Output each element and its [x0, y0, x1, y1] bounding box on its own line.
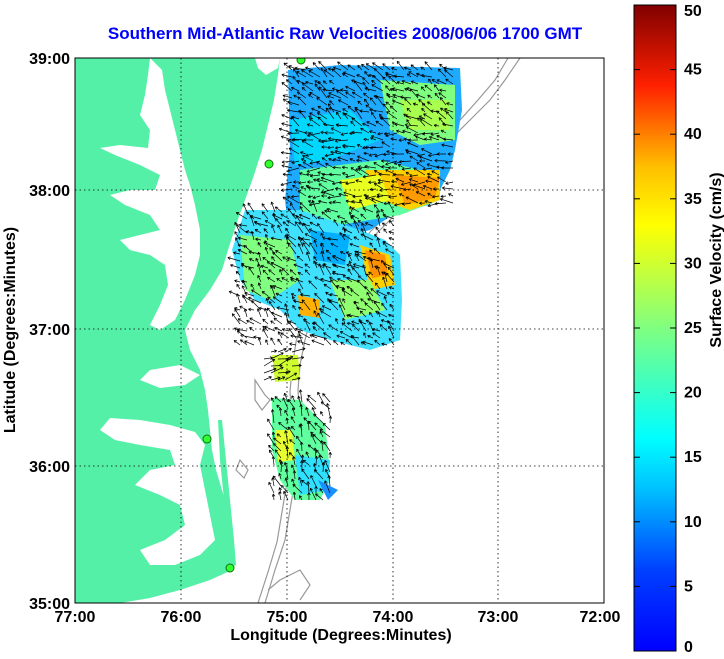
radar-site-marker [296, 58, 306, 65]
y-tick-label: 39:00 [29, 51, 70, 68]
y-tick-label: 35:00 [29, 596, 70, 613]
colorbar-label: Surface Velocity (cm/s) [708, 172, 724, 347]
y-axis-label: Latitude (Degrees:Minutes) [2, 227, 19, 433]
x-tick-label: 72:00 [580, 609, 621, 626]
y-tick-label: 37:00 [29, 322, 70, 339]
x-axis-label: Longitude (Degrees:Minutes) [230, 627, 451, 644]
velocity-arrow-set [227, 60, 454, 501]
map-frame [74, 57, 605, 604]
y-tick-label: 36:00 [29, 459, 70, 476]
chesapeake-bay [100, 58, 200, 330]
colorbar-tick-label: 10 [684, 514, 702, 531]
map-plot-area [75, 58, 604, 603]
radar-site-marker [225, 563, 235, 573]
x-tick-label: 75:00 [267, 609, 308, 626]
colorbar-tick-label: 0 [684, 639, 693, 656]
map-title: Southern Mid-Atlantic Raw Velocities 200… [108, 24, 583, 43]
colorbar-tick-label: 35 [684, 191, 702, 208]
x-tick-labels: 77:00 76:00 75:00 74:00 73:00 72:00 [55, 609, 621, 626]
x-tick-label: 74:00 [373, 609, 414, 626]
colorbar-tick-label: 20 [684, 385, 702, 402]
radar-site-marker [202, 434, 212, 444]
y-tick-label: 38:00 [29, 183, 70, 200]
radar-sites [202, 58, 306, 573]
velocity-vectors [227, 60, 454, 501]
colorbar-tick-label: 45 [684, 62, 702, 79]
x-tick-label: 76:00 [161, 609, 202, 626]
colorbar-tick-label: 40 [684, 126, 702, 143]
colorbar-tick-label: 30 [684, 255, 702, 272]
pamlico-sound [100, 418, 215, 565]
x-tick-label: 73:00 [478, 609, 519, 626]
colorbar-tick-label: 50 [684, 3, 702, 20]
x-tick-label: 77:00 [55, 609, 96, 626]
colorbar-tick-label: 25 [684, 320, 702, 337]
y-tick-labels: 39:00 38:00 37:00 36:00 35:00 [29, 51, 70, 613]
colorbar-gradient [633, 4, 677, 652]
colorbar-tick-label: 15 [684, 449, 702, 466]
colorbar-tick-label: 5 [684, 578, 693, 595]
radar-site-marker [264, 159, 274, 169]
map-grid [75, 58, 604, 603]
